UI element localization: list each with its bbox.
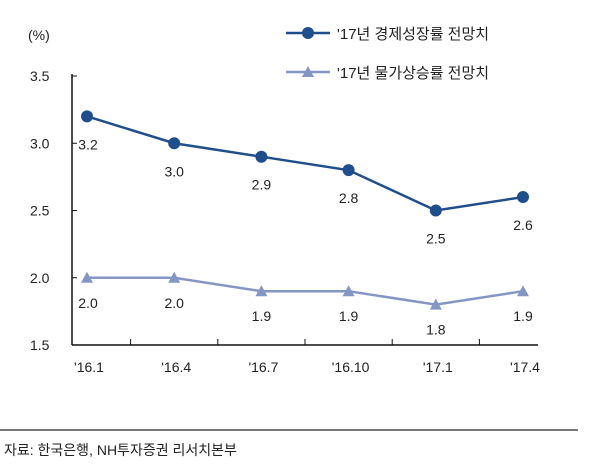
data-point: [429, 298, 442, 310]
data-point: [81, 110, 93, 123]
x-tick-label: '16.10: [332, 359, 370, 375]
legend-item: '17년 경제성장률 전망치: [286, 26, 489, 43]
x-tick-label: '16.7: [248, 359, 278, 375]
series-line: [86, 115, 524, 212]
data-point: [81, 271, 93, 283]
x-tick-label: '16.1: [74, 359, 104, 375]
y-tick-label: 3.5: [30, 68, 50, 84]
legend-item: '17년 물가상승률 전망치: [286, 65, 489, 82]
data-label: 2.9: [252, 177, 272, 193]
y-tick-label: 2.0: [30, 270, 50, 286]
data-point: [342, 285, 355, 297]
data-point: [517, 191, 529, 204]
y-tick-label: 1.5: [30, 337, 50, 353]
data-label: 2.0: [78, 295, 98, 311]
data-label: 1.8: [426, 322, 446, 338]
data-point: [429, 204, 442, 217]
data-point: [255, 150, 268, 163]
data-label: 2.8: [339, 190, 359, 206]
x-tick-label: '16.4: [161, 359, 191, 375]
y-tick-label: 3.0: [30, 135, 50, 151]
data-label: 1.9: [252, 308, 272, 324]
series-line: [87, 276, 524, 306]
data-point: [255, 285, 268, 297]
data-point: [517, 285, 529, 297]
legend-triangle-marker-icon: [302, 66, 314, 77]
y-axis-unit-label: (%): [28, 27, 50, 43]
data-label: 3.0: [164, 163, 184, 179]
y-tick-label: 2.5: [30, 203, 50, 219]
legend-label: '17년 물가상승률 전망치: [337, 65, 489, 82]
data-label: 1.9: [513, 308, 533, 324]
data-label: 2.6: [513, 217, 533, 233]
data-label: 3.2: [78, 136, 98, 152]
data-point: [342, 164, 355, 177]
data-point: [168, 271, 181, 283]
legend-label: '17년 경제성장률 전망치: [337, 26, 489, 43]
x-tick-label: '17.1: [423, 359, 453, 375]
source-note: 자료: 한국은행, NH투자증권 리서치본부: [4, 442, 237, 458]
data-point: [168, 137, 181, 150]
data-label: 2.0: [164, 295, 184, 311]
legend-circle-marker-icon: [302, 27, 314, 39]
data-label: 1.9: [339, 308, 359, 324]
series-2: 2.0 2.0 1.9 1.9 1.8 1.9: [78, 271, 533, 338]
x-tick-label: '17.4: [510, 359, 540, 375]
series-1: 3.2 3.0 2.9 2.8 2.5 2.6: [78, 110, 533, 247]
data-label: 2.5: [426, 231, 446, 247]
